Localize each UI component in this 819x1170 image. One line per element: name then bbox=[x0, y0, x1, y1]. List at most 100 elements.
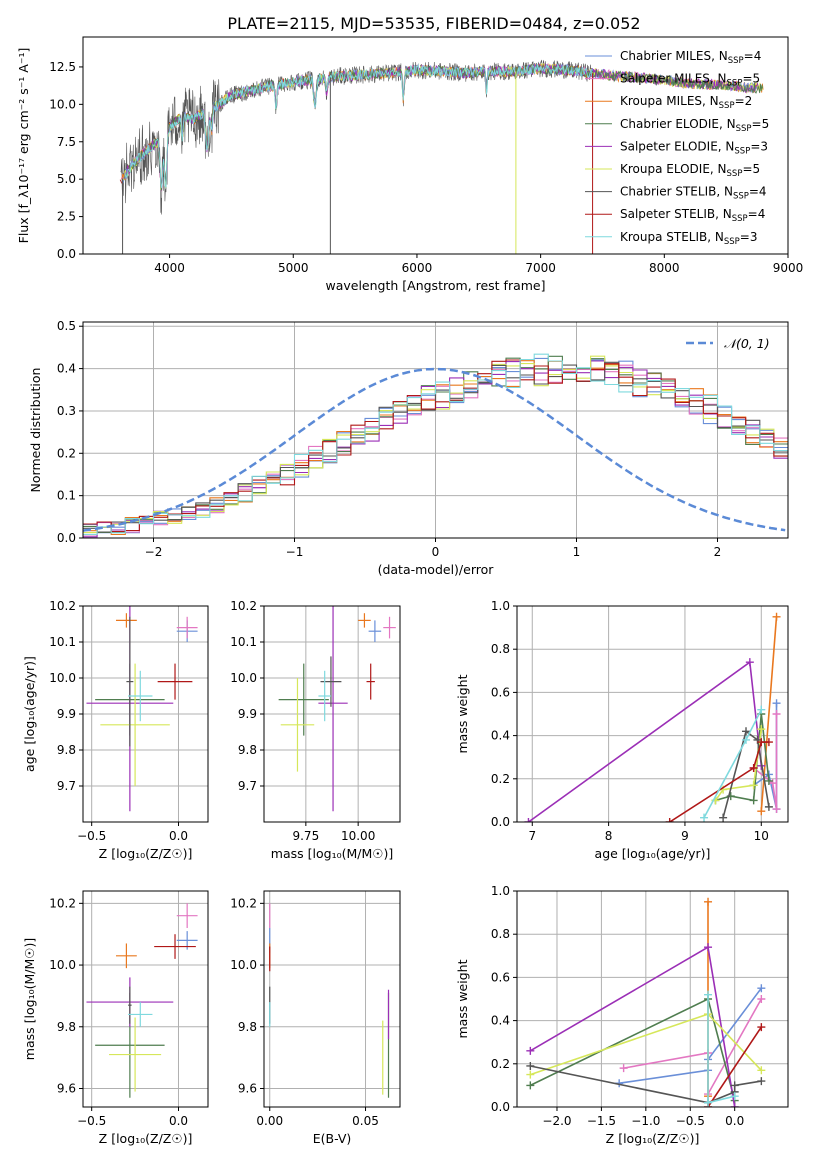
x-axis-label: (data-model)/error bbox=[378, 562, 495, 577]
legend-label-salpeter-miles: Salpeter MILES, NSSP=5 bbox=[620, 72, 760, 89]
y-tick-label: 0.2 bbox=[57, 446, 76, 460]
x-tick-label: 6000 bbox=[402, 261, 433, 275]
weight-marker-kroupa-elodie bbox=[757, 1066, 766, 1075]
weight-marker-chabrier-stelib bbox=[526, 1061, 535, 1070]
weight-marker-chabrier-stelib bbox=[742, 727, 751, 736]
y-tick-label: 10.0 bbox=[49, 671, 76, 685]
y-tick-label: 0.1 bbox=[57, 489, 76, 503]
y-tick-label: 9.8 bbox=[57, 743, 76, 757]
plot-area bbox=[86, 903, 198, 1098]
x-tick-label: 8 bbox=[605, 829, 613, 843]
x-tick-label: 7000 bbox=[525, 261, 556, 275]
y-tick-label: 9.8 bbox=[238, 743, 257, 757]
y-tick-label: 9.6 bbox=[238, 1081, 257, 1095]
x-tick-label: −1 bbox=[286, 545, 304, 559]
y-tick-label: 2.5 bbox=[57, 210, 76, 224]
y-tick-label: 0.6 bbox=[491, 685, 510, 699]
weight-marker-chabrier-miles bbox=[772, 699, 781, 708]
legend-label-normal: 𝒩(0, 1) bbox=[724, 336, 770, 351]
weight-marker-kroupa-stelib bbox=[742, 735, 751, 744]
axes-frame bbox=[516, 605, 789, 823]
weight-line-salpeter-elodie bbox=[529, 945, 736, 1107]
x-tick-label: 9000 bbox=[773, 261, 804, 275]
histogram-salpeter-stelib bbox=[83, 359, 788, 533]
weight-marker-chabrier-elodie bbox=[749, 796, 758, 805]
y-tick-label: 9.9 bbox=[57, 707, 76, 721]
x-tick-label: −0.5 bbox=[676, 1114, 705, 1128]
x-tick-label: −1.0 bbox=[631, 1114, 660, 1128]
mass-vs-metallicity-panel: −0.5 0.0 9.6 9.8 10.0 10.2 Z [log₁₀(Z/Z☉)] mass… bbox=[22, 890, 209, 1146]
axes-frame bbox=[516, 890, 789, 1108]
y-axis-label: mass weight bbox=[455, 674, 470, 753]
axes-frame bbox=[82, 890, 209, 1108]
y-tick-label: 10.1 bbox=[49, 635, 76, 649]
x-tick-label: 0.05 bbox=[352, 1114, 379, 1128]
plot-area bbox=[278, 606, 396, 812]
x-tick-label: −0.5 bbox=[77, 829, 106, 843]
weight-marker-kroupa-elodie bbox=[749, 781, 758, 790]
y-axis-label: Flux [f_λ10⁻¹⁷ erg cm⁻² s⁻¹ A⁻¹] bbox=[16, 48, 31, 244]
x-tick-label: 7 bbox=[528, 829, 536, 843]
legend-label-kroupa-elodie: Kroupa ELODIE, NSSP=5 bbox=[620, 162, 760, 179]
axes-frame bbox=[82, 605, 209, 823]
legend-label-salpeter-elodie: Salpeter ELODIE, NSSP=3 bbox=[620, 139, 768, 156]
plot-area bbox=[83, 353, 788, 538]
y-tick-label: 0.2 bbox=[491, 772, 510, 786]
plot-area bbox=[526, 897, 766, 1107]
y-tick-label: 10.2 bbox=[49, 896, 76, 910]
axes-frame bbox=[263, 605, 401, 823]
y-tick-label: 10.2 bbox=[49, 599, 76, 613]
y-tick-label: 0.4 bbox=[491, 1014, 510, 1028]
y-tick-label: 0.0 bbox=[57, 247, 76, 261]
x-tick-label: 10 bbox=[754, 829, 769, 843]
weight-marker-chabrier-miles bbox=[757, 984, 766, 993]
plot-area bbox=[524, 612, 781, 822]
weight-marker-salpeter-elodie bbox=[745, 658, 754, 667]
y-tick-label: 7.5 bbox=[57, 135, 76, 149]
x-tick-label: 4000 bbox=[154, 261, 185, 275]
histogram-kroupa-stelib bbox=[83, 353, 788, 535]
y-tick-label: 0.3 bbox=[57, 404, 76, 418]
axes-frame bbox=[82, 36, 789, 255]
weight-marker-salpeter-elodie bbox=[524, 818, 533, 822]
weight-marker-salpeter-stelib bbox=[665, 818, 674, 822]
x-tick-label: 9 bbox=[681, 829, 689, 843]
weight-marker-chabrier-elodie bbox=[526, 1081, 535, 1090]
weight-line-kroupa-stelib bbox=[703, 709, 763, 819]
spectrum-panel: 4000 5000 6000 7000 8000 9000 0.0 2.5 5.0 7.5 10.0… bbox=[16, 36, 804, 293]
y-tick-label: 9.7 bbox=[238, 779, 257, 793]
weight-marker-salpeter-miles bbox=[757, 995, 766, 1003]
weight-marker-kroupa-miles bbox=[704, 897, 713, 906]
legend-label-salpeter-stelib: Salpeter STELIB, NSSP=4 bbox=[620, 207, 765, 224]
residuals-panel: −2 −1 0 1 2 0.0 0.1 0.2 0.3 0.4 0.5 (data-model)/er… bbox=[28, 319, 789, 577]
mass-vs-extinction-panel: 0.00 0.05 9.6 9.8 10.0 10.2 E(B-V) bbox=[230, 890, 401, 1146]
weight-marker-kroupa-stelib bbox=[704, 990, 713, 999]
age-vs-metallicity-panel: −0.5 0.0 9.7 9.8 9.9 10.0 10.1 10.2 Z [log₁₀(Z/Z… bbox=[22, 599, 209, 861]
x-axis-label: E(B-V) bbox=[313, 1131, 352, 1146]
weight-marker-salpeter-miles bbox=[619, 1064, 628, 1073]
mass-weight-vs-age-panel: 7 8 9 10 0.0 0.2 0.4 0.6 0.8 1.0 age [log₁₀(age/yr… bbox=[455, 599, 789, 861]
x-axis-label: Z [log₁₀(Z/Z☉)] bbox=[606, 1131, 700, 1146]
x-axis-label: Z [log₁₀(Z/Z☉)] bbox=[99, 1131, 193, 1146]
weight-marker-chabrier-stelib bbox=[757, 1077, 766, 1086]
y-axis-label: Normed distribution bbox=[28, 368, 43, 493]
weight-marker-salpeter-stelib bbox=[764, 738, 773, 747]
y-tick-label: 9.6 bbox=[57, 1081, 76, 1095]
x-tick-label: 9.75 bbox=[292, 829, 319, 843]
y-tick-label: 1.0 bbox=[491, 884, 510, 898]
weight-line-salpeter-stelib bbox=[707, 1026, 762, 1107]
weight-marker-kroupa-elodie bbox=[757, 725, 766, 734]
weight-line-chabrier-stelib bbox=[722, 729, 770, 818]
legend-label-chabrier-miles: Chabrier MILES, NSSP=4 bbox=[620, 49, 761, 66]
y-tick-label: 10.2 bbox=[230, 896, 257, 910]
weight-marker-kroupa-stelib bbox=[757, 705, 766, 714]
weight-marker-salpeter-miles bbox=[772, 710, 781, 718]
x-tick-label: 0 bbox=[432, 545, 440, 559]
x-tick-label: 0.0 bbox=[169, 1114, 188, 1128]
y-tick-label: 1.0 bbox=[491, 599, 510, 613]
y-tick-label: 5.0 bbox=[57, 172, 76, 186]
x-tick-label: 5000 bbox=[278, 261, 309, 275]
y-tick-label: 0.0 bbox=[491, 815, 510, 829]
weight-marker-kroupa-stelib bbox=[704, 1098, 713, 1107]
weight-marker-salpeter-miles bbox=[772, 805, 781, 814]
